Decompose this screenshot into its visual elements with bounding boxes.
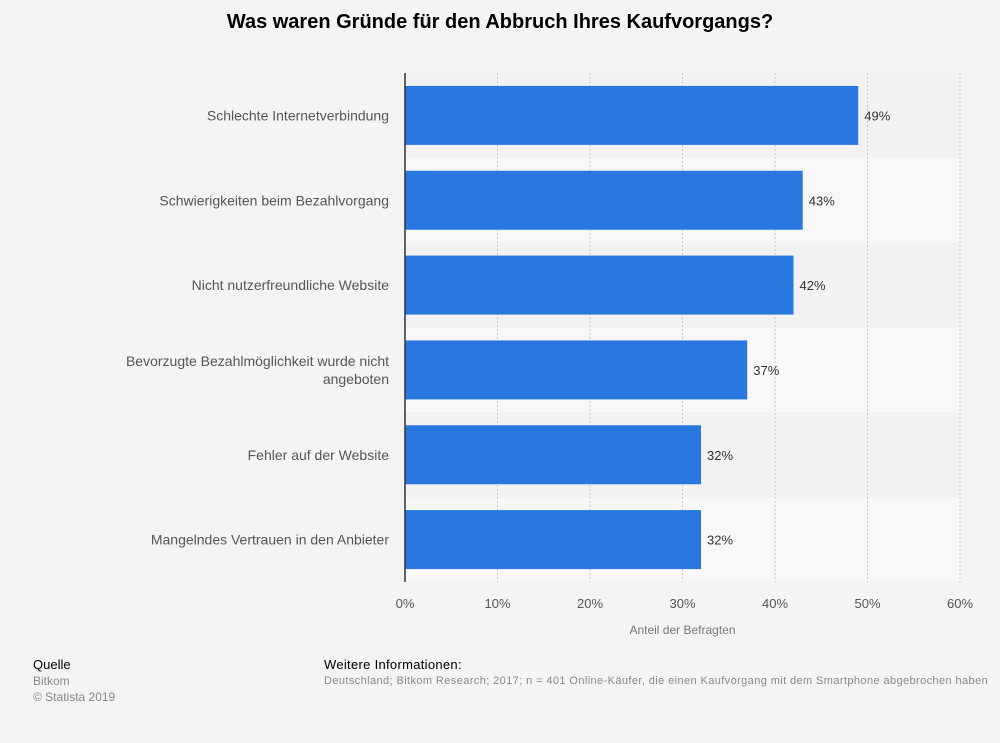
value-label: 32% [707, 533, 733, 548]
category-labels: Schlechte Internetverbindung Schwierigkei… [126, 107, 389, 547]
category-label: Schwierigkeiten beim Bezahlvorgang [159, 192, 389, 208]
value-labels: 49% 43% 42% 37% 32% 32% [707, 108, 891, 547]
copyright: © Statista 2019 [33, 690, 116, 704]
x-tick-label: 20% [577, 596, 603, 611]
bar [405, 170, 803, 230]
x-tick-labels: 0% 10% 20% 30% 40% 50% 60% [396, 596, 974, 611]
category-label: Nicht nutzerfreundliche Website [192, 277, 390, 293]
category-label: Bevorzugte Bezahlmöglichkeit wurde nicht [126, 353, 389, 369]
x-tick-label: 10% [484, 596, 510, 611]
bar [405, 510, 701, 570]
chart-title: Was waren Gründe für den Abbruch Ihres K… [226, 11, 774, 33]
info-heading: Weitere Informationen: [324, 657, 462, 672]
category-label: angeboten [323, 371, 389, 387]
bar-chart: Schlechte Internetverbindung Schwierigkei… [126, 73, 974, 637]
x-axis-label: Anteil der Befragten [629, 623, 735, 637]
bars [405, 85, 859, 570]
x-tick-label: 40% [762, 596, 788, 611]
value-label: 32% [707, 448, 733, 463]
bar [405, 255, 794, 315]
source-block: Quelle Bitkom © Statista 2019 [33, 657, 115, 705]
x-tick-label: 30% [669, 596, 695, 611]
value-label: 49% [864, 108, 890, 123]
bar [405, 425, 701, 485]
category-label: Mangelndes Vertrauen in den Anbieter [151, 532, 390, 548]
value-label: 42% [800, 278, 826, 293]
bar [405, 340, 748, 400]
source-name: Bitkom [33, 674, 70, 688]
info-text: Deutschland; Bitkom Research; 2017; n = … [324, 675, 989, 687]
info-block: Weitere Informationen: Deutschland; Bitk… [324, 657, 1000, 689]
source-heading: Quelle [33, 657, 71, 672]
category-label: Fehler auf der Website [248, 447, 390, 463]
value-label: 43% [809, 193, 835, 208]
x-tick-label: 0% [396, 596, 415, 611]
category-label: Schlechte Internetverbindung [207, 107, 389, 123]
x-tick-label: 60% [947, 596, 973, 611]
x-tick-label: 50% [854, 596, 880, 611]
value-label: 37% [753, 363, 779, 378]
bar [405, 85, 859, 145]
grid-lines [497, 73, 961, 582]
